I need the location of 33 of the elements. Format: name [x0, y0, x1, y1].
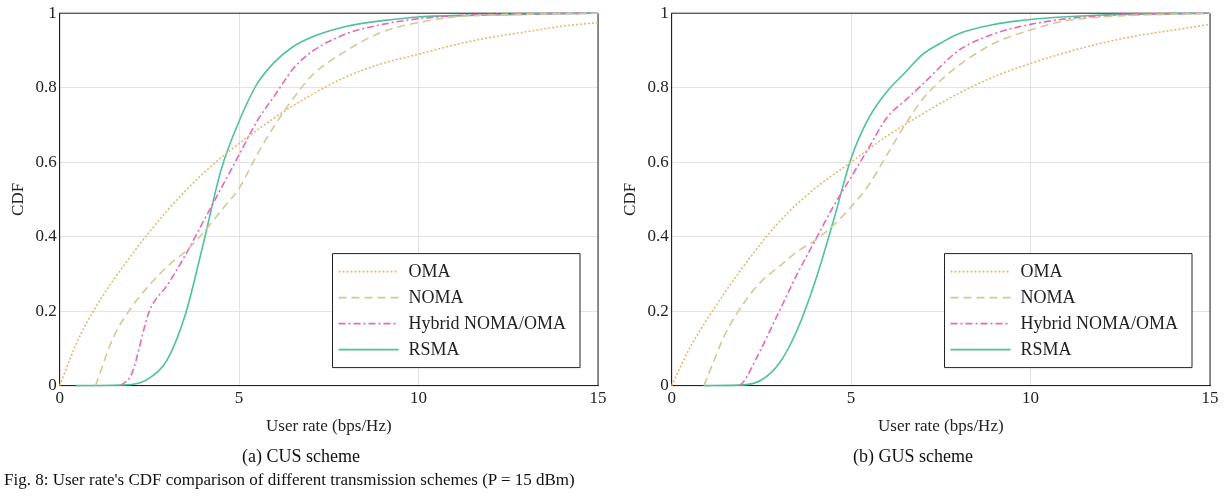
x-tick-label: 10	[410, 388, 428, 408]
y-tick-label: 1	[660, 2, 669, 22]
legend-label: NOMA	[408, 287, 464, 308]
y-tick-label: 0	[48, 375, 57, 395]
y-tick-label: 0	[660, 375, 669, 395]
legend-label: NOMA	[1020, 287, 1076, 308]
legend-label: RSMA	[408, 339, 460, 360]
y-tick-label: 0.6	[35, 151, 57, 171]
y-tick-label: 0.4	[35, 226, 58, 246]
x-tick-label: 10	[1022, 388, 1040, 408]
y-tick-label: 0.8	[647, 77, 669, 97]
x-tick-label: 15	[589, 388, 607, 408]
y-tick-label: 1	[48, 2, 57, 22]
y-axis-title: CDF	[7, 182, 27, 216]
y-tick-label: 0.4	[647, 226, 670, 246]
y-axis-title: CDF	[619, 182, 639, 216]
x-tick-label: 5	[846, 388, 856, 408]
x-tick-label: 5	[234, 388, 244, 408]
text: (a) CUS scheme	[242, 445, 360, 467]
legend-label: OMA	[408, 261, 451, 282]
x-axis-title: User rate (bps/Hz)	[266, 415, 392, 435]
x-tick-label: 15	[1201, 388, 1219, 408]
caption: Fig. 8: User rate's CDF comparison of different transmission schemes (P = 15 dBm)	[3, 470, 576, 490]
y-tick-label: 0.6	[647, 151, 669, 171]
legend-label: Hybrid NOMA/OMA	[408, 313, 566, 334]
legend-label: OMA	[1020, 261, 1063, 282]
y-tick-label: 0.2	[35, 300, 57, 320]
y-tick-label: 0.2	[647, 300, 669, 320]
legend-label: RSMA	[1020, 339, 1072, 360]
y-tick-label: 0.8	[35, 77, 57, 97]
x-axis-title: User rate (bps/Hz)	[878, 415, 1004, 435]
text: (b) GUS scheme	[853, 445, 973, 467]
legend-label: Hybrid NOMA/OMA	[1020, 313, 1178, 334]
